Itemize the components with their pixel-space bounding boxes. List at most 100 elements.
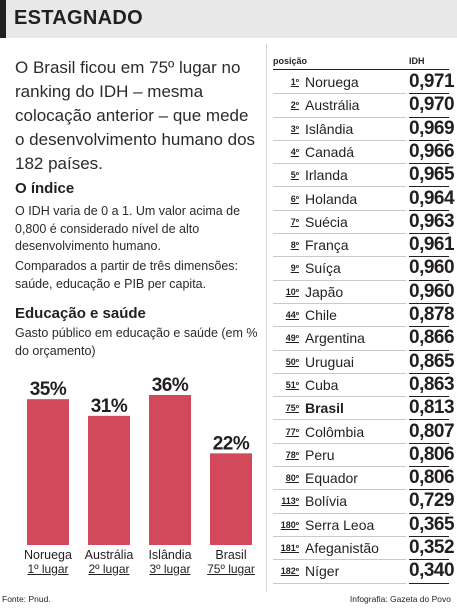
row-divider [273, 442, 406, 444]
row-divider [273, 233, 406, 235]
bar-noruega [27, 399, 69, 545]
row-divider [273, 209, 406, 211]
row-country: Japão [305, 283, 344, 300]
row-country: Brasil [305, 400, 344, 417]
row-idh-underline [409, 93, 449, 95]
row-divider [273, 93, 406, 95]
table-row: 78º Peru 0,806 [273, 443, 455, 468]
row-divider [273, 163, 406, 165]
table-row: 7º Suécia 0,963 [273, 211, 455, 235]
row-idh-underline [409, 256, 449, 258]
row-idh: 0,863 [409, 373, 455, 395]
lead-text: O Brasil ficou em 75º lugar no ranking d… [15, 58, 256, 173]
row-country: Canadá [305, 143, 355, 160]
row-divider [273, 116, 406, 118]
indice-text-2: Comparados a partir de três dimensões: s… [15, 259, 239, 291]
row-idh-underline [409, 139, 449, 141]
row-country: Cuba [305, 376, 339, 393]
row-idh-underline [409, 209, 449, 211]
category-label: Brasil [215, 548, 247, 562]
page-title: ESTAGNADO [14, 7, 143, 29]
bar-value-label: 36% [152, 375, 189, 396]
row-idh: 0,961 [409, 234, 455, 256]
row-position: 7º [290, 216, 299, 227]
row-idh-underline [409, 535, 449, 537]
educacao-heading: Educação e saúde [15, 305, 146, 322]
row-divider [273, 279, 406, 281]
row-idh: 0,970 [409, 94, 455, 116]
row-idh: 0,969 [409, 117, 455, 139]
row-idh-underline [409, 233, 449, 235]
row-country: Suíça [305, 260, 341, 277]
row-idh-underline [409, 326, 449, 328]
bar-chart-svg: 35% 31% 36% 22% [27, 375, 252, 545]
row-divider [273, 349, 406, 351]
row-idh: 0,806 [409, 443, 455, 465]
category-sublabel: 1º lugar [27, 562, 69, 576]
row-position: 3º [290, 123, 299, 134]
column-divider [266, 44, 267, 592]
row-idh: 0,813 [409, 397, 455, 419]
row-country: Islândia [305, 120, 354, 137]
row-position: 75º [285, 403, 299, 414]
header-accent [0, 0, 6, 38]
table-row: 80º Equador 0,806 [273, 467, 455, 491]
row-idh-underline [409, 372, 449, 374]
bar-austrália [88, 415, 130, 545]
row-divider [273, 302, 406, 304]
row-country: Peru [305, 446, 335, 463]
table-row: 113º Bolívia 0,729 [273, 490, 455, 514]
row-country: Serra Leoa [305, 516, 375, 533]
row-divider [273, 372, 406, 374]
category-label: Noruega [24, 548, 72, 562]
row-divider [273, 535, 406, 537]
row-position: 49º [285, 333, 299, 344]
table-row: 5º Irlanda 0,965 [273, 164, 455, 188]
x-axis-label: Brasil 75º lugar [202, 548, 260, 576]
row-country: Bolívia [305, 493, 348, 510]
row-idh: 0,729 [409, 490, 455, 512]
x-axis-label: Austrália 2º lugar [80, 548, 138, 576]
bar-chart: 35% 31% 36% 22% Noruega 1º lugar Austrália 2º … [15, 366, 260, 588]
row-country: Noruega [305, 74, 359, 90]
table-row: 3º Islândia 0,969 [273, 117, 455, 141]
row-position: 10º [285, 286, 299, 297]
bar-value-label: 31% [91, 396, 128, 417]
row-position: 78º [285, 449, 299, 460]
row-country: Suécia [305, 213, 348, 230]
row-country: Equador [305, 470, 358, 487]
table-header-rule [273, 69, 449, 70]
row-idh-underline [409, 279, 449, 281]
bar-value-label: 35% [30, 379, 67, 400]
row-divider [273, 582, 406, 584]
table-row: 50º Uruguai 0,865 [273, 350, 455, 374]
row-position: 50º [285, 356, 299, 367]
row-idh: 0,966 [409, 140, 455, 162]
row-position: 51º [285, 379, 299, 390]
category-sublabel: 75º lugar [207, 562, 255, 576]
row-idh: 0,807 [409, 420, 455, 442]
category-sublabel: 3º lugar [149, 562, 191, 576]
category-label: Austrália [84, 548, 134, 562]
row-position: 44º [285, 310, 299, 320]
table-row: 6º Holanda 0,964 [273, 188, 455, 211]
row-country: Austrália [305, 97, 360, 114]
row-position: 6º [290, 193, 299, 204]
table-row: 182º Níger 0,340 [273, 560, 455, 584]
table-row: 1º Noruega 0,971 [273, 71, 455, 95]
col-header-idh: IDH [409, 56, 425, 66]
row-divider [273, 139, 406, 141]
header-bar: ESTAGNADO [0, 0, 457, 38]
row-idh: 0,865 [409, 350, 455, 372]
row-position: 182º [280, 566, 299, 577]
row-idh-underline [409, 582, 449, 584]
row-idh-underline [409, 559, 449, 561]
table-row: 9º Suíça 0,960 [273, 257, 455, 281]
row-divider [273, 326, 406, 328]
category-sublabel: 2º lugar [88, 562, 130, 576]
table-row: 77º Colômbia 0,807 [273, 420, 455, 444]
row-position: 4º [290, 146, 299, 157]
row-country: Colômbia [305, 423, 365, 440]
row-idh-underline [409, 116, 449, 118]
row-idh-underline [409, 186, 449, 188]
